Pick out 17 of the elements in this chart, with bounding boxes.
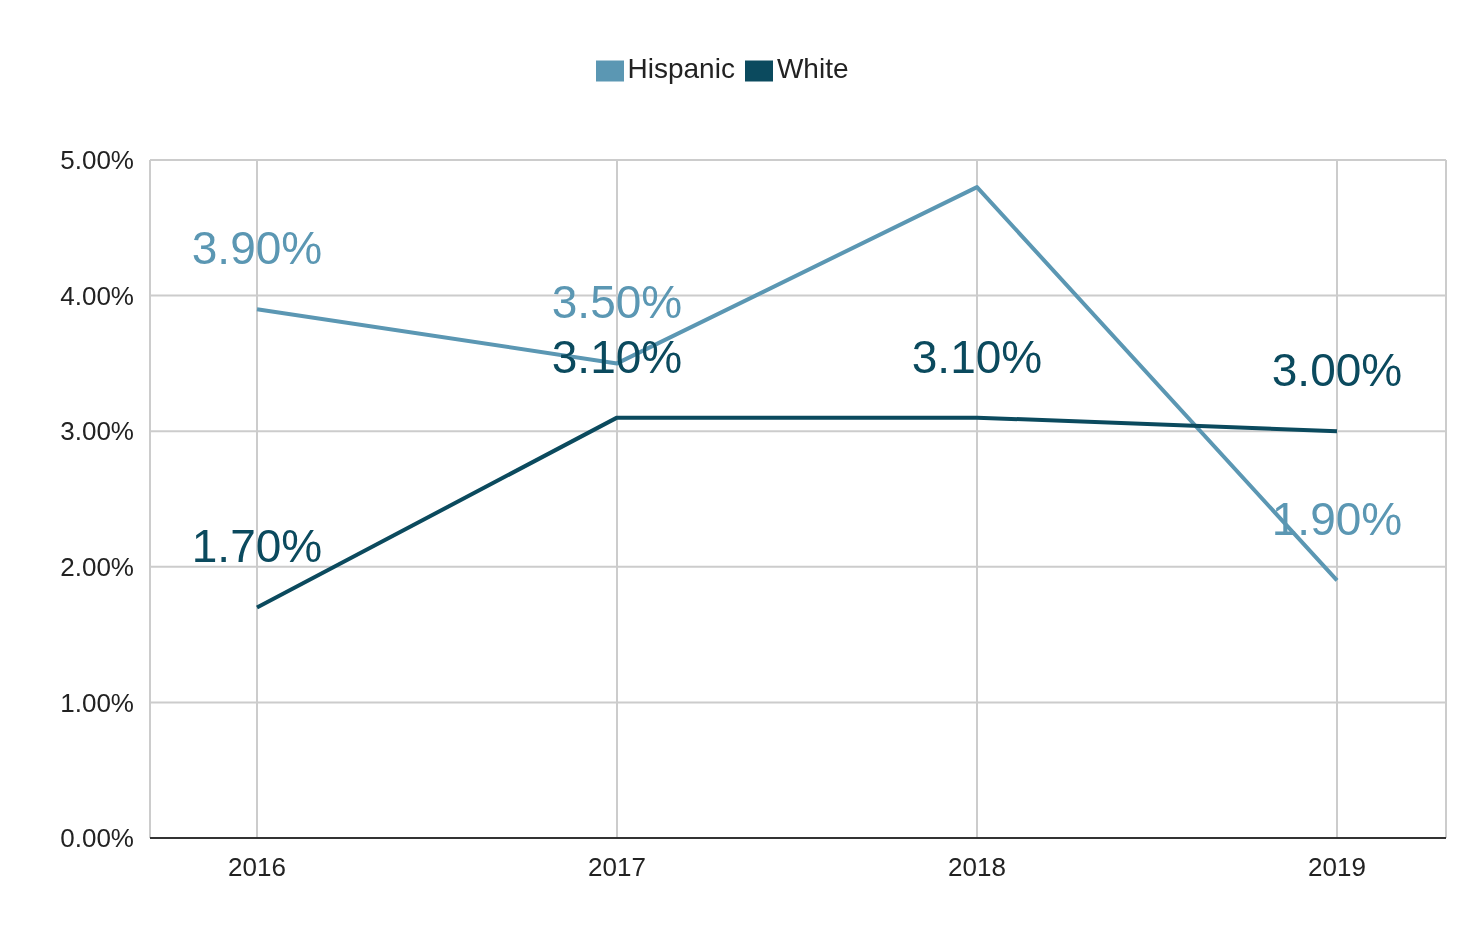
x-tick-label: 2016 (228, 852, 286, 883)
y-tick-label: 5.00% (60, 145, 134, 176)
data-label: 3.50% (551, 276, 683, 329)
x-tick-label: 2017 (588, 852, 646, 883)
data-label: 3.90% (191, 222, 323, 275)
data-label: 3.10% (911, 330, 1043, 383)
y-tick-label: 0.00% (60, 823, 134, 854)
x-tick-label: 2019 (1308, 852, 1366, 883)
x-tick-label: 2018 (948, 852, 1006, 883)
data-label: 1.70% (191, 520, 323, 573)
y-tick-label: 3.00% (60, 416, 134, 447)
data-label: 3.00% (1271, 344, 1403, 397)
y-tick-label: 2.00% (60, 552, 134, 583)
legend-label: White (776, 53, 849, 84)
y-tick-label: 4.00% (60, 280, 134, 311)
y-tick-label: 1.00% (60, 687, 134, 718)
legend-label: Hispanic (627, 53, 735, 84)
